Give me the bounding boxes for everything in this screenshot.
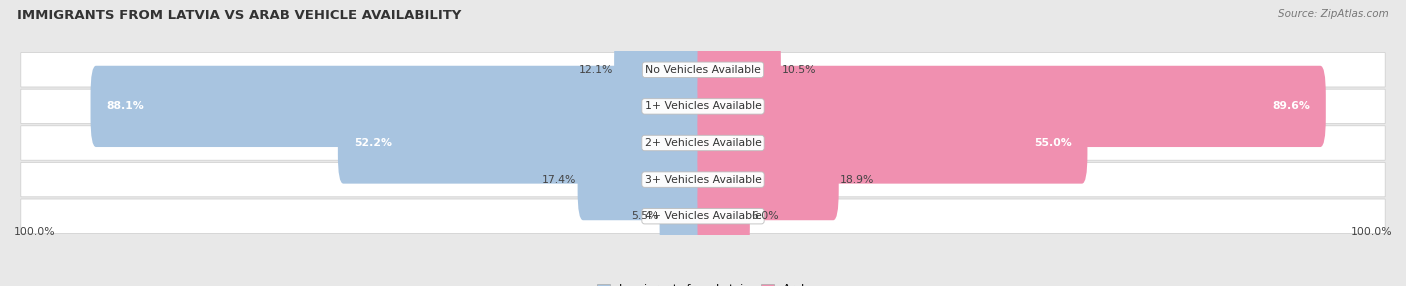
Text: 89.6%: 89.6% <box>1272 102 1310 111</box>
FancyBboxPatch shape <box>21 199 1385 233</box>
Text: 88.1%: 88.1% <box>107 102 145 111</box>
Text: 10.5%: 10.5% <box>782 65 817 75</box>
Text: 1+ Vehicles Available: 1+ Vehicles Available <box>644 102 762 111</box>
FancyBboxPatch shape <box>21 126 1385 160</box>
Text: 18.9%: 18.9% <box>841 175 875 184</box>
FancyBboxPatch shape <box>697 66 1326 147</box>
Text: 4+ Vehicles Available: 4+ Vehicles Available <box>644 211 762 221</box>
Text: 100.0%: 100.0% <box>1350 227 1392 237</box>
Text: 2+ Vehicles Available: 2+ Vehicles Available <box>644 138 762 148</box>
FancyBboxPatch shape <box>21 162 1385 197</box>
FancyBboxPatch shape <box>697 29 780 110</box>
Text: 12.1%: 12.1% <box>578 65 613 75</box>
FancyBboxPatch shape <box>337 102 709 184</box>
Text: 17.4%: 17.4% <box>541 175 576 184</box>
Text: 6.0%: 6.0% <box>751 211 779 221</box>
Text: 52.2%: 52.2% <box>354 138 392 148</box>
FancyBboxPatch shape <box>578 139 709 220</box>
Legend: Immigrants from Latvia, Arab: Immigrants from Latvia, Arab <box>592 279 814 286</box>
Text: 55.0%: 55.0% <box>1033 138 1071 148</box>
FancyBboxPatch shape <box>697 176 749 257</box>
FancyBboxPatch shape <box>21 89 1385 124</box>
Text: Source: ZipAtlas.com: Source: ZipAtlas.com <box>1278 9 1389 19</box>
FancyBboxPatch shape <box>697 102 1087 184</box>
FancyBboxPatch shape <box>697 139 839 220</box>
Text: 100.0%: 100.0% <box>14 227 56 237</box>
Text: 3+ Vehicles Available: 3+ Vehicles Available <box>644 175 762 184</box>
Text: 5.5%: 5.5% <box>631 211 658 221</box>
FancyBboxPatch shape <box>659 176 709 257</box>
FancyBboxPatch shape <box>614 29 709 110</box>
Text: No Vehicles Available: No Vehicles Available <box>645 65 761 75</box>
FancyBboxPatch shape <box>90 66 709 147</box>
Text: IMMIGRANTS FROM LATVIA VS ARAB VEHICLE AVAILABILITY: IMMIGRANTS FROM LATVIA VS ARAB VEHICLE A… <box>17 9 461 21</box>
FancyBboxPatch shape <box>21 53 1385 87</box>
